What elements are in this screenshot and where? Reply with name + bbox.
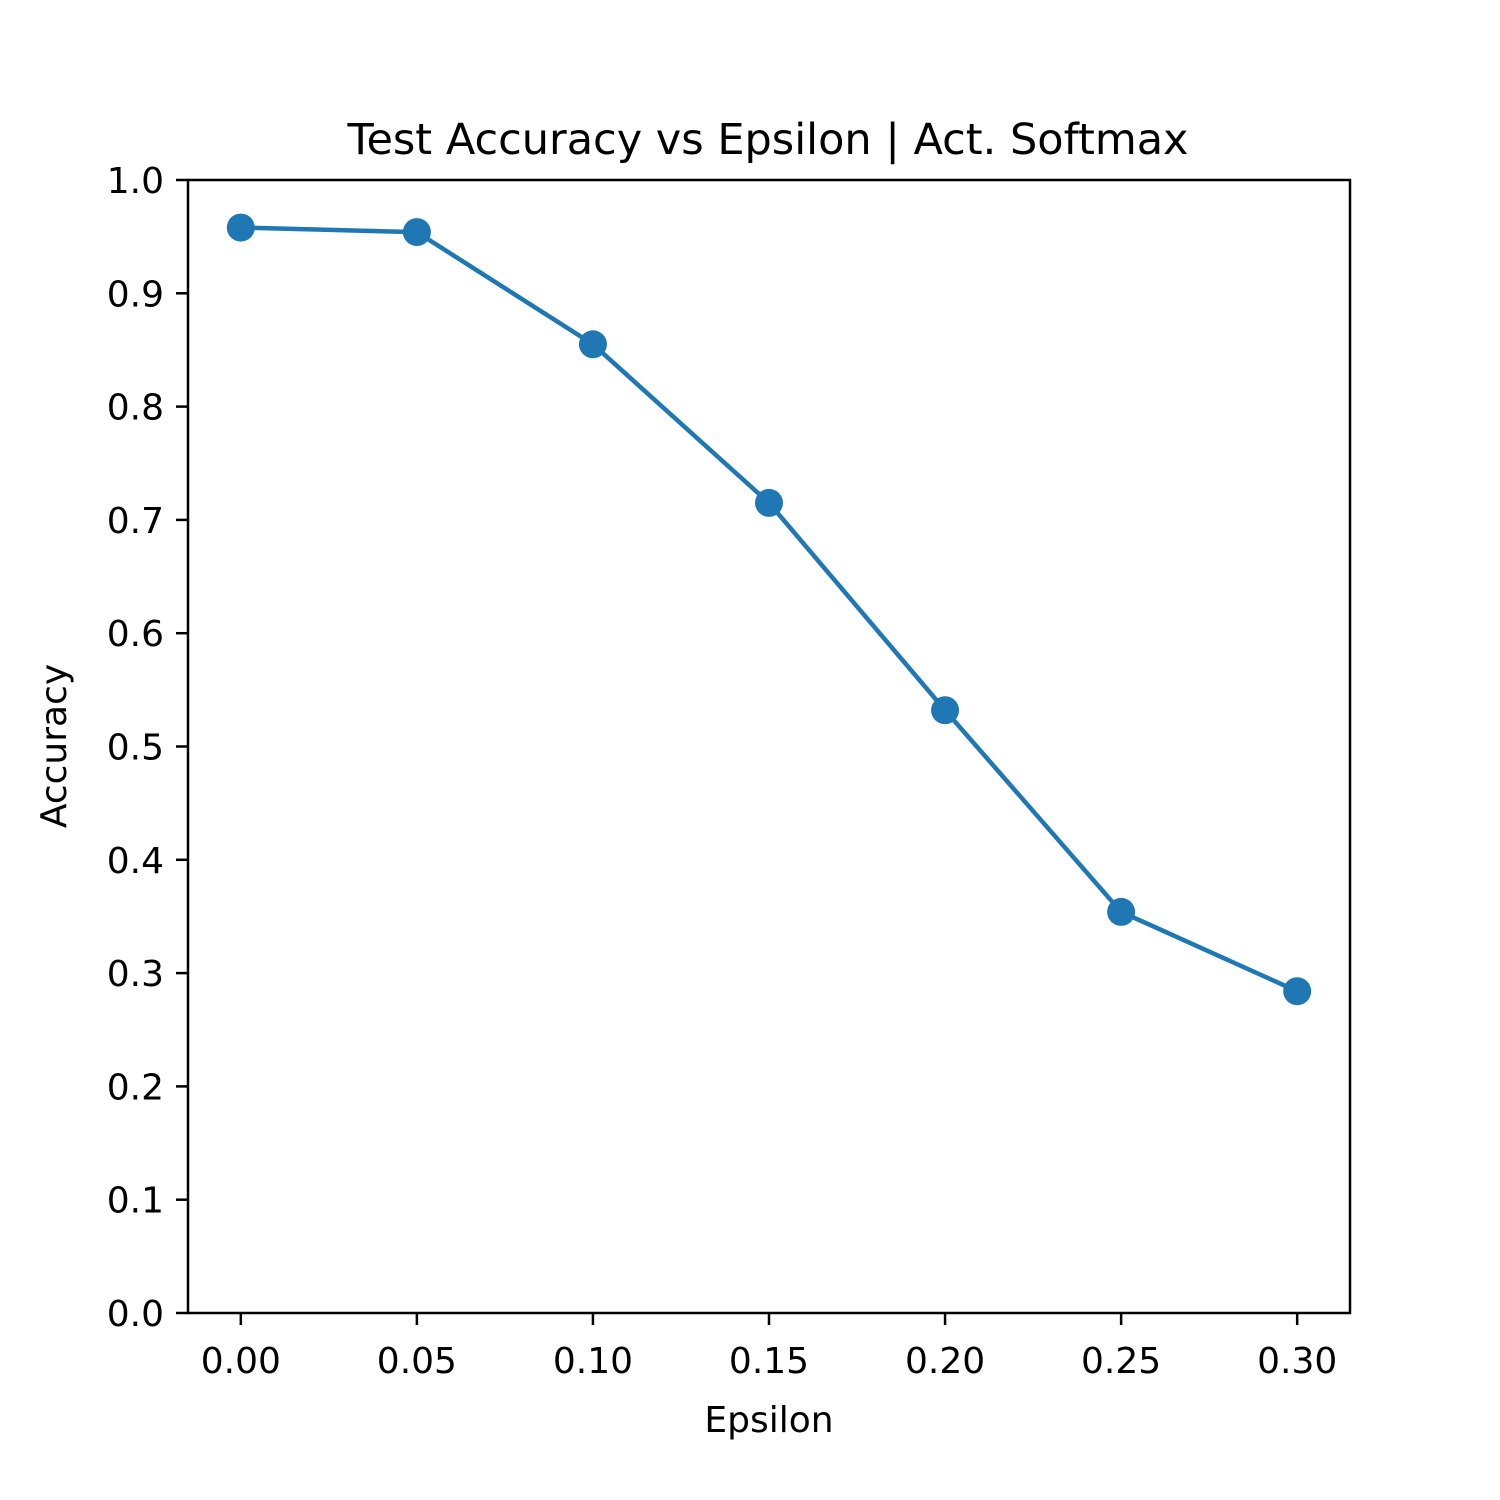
- y-axis-label: Accuracy: [34, 664, 75, 828]
- x-tick-label: 0.25: [1081, 1341, 1161, 1382]
- x-tick-label: 0.10: [553, 1341, 633, 1382]
- data-point: [1283, 977, 1312, 1006]
- data-point: [226, 213, 255, 242]
- x-axis: 0.00 0.05 0.10 0.15 0.20 0.25 0.30: [201, 1313, 1337, 1382]
- x-tick-label: 0.20: [905, 1341, 985, 1382]
- data-point: [931, 696, 960, 725]
- y-tick-label: 1.0: [107, 161, 164, 202]
- data-point: [402, 218, 431, 247]
- x-tick-label: 0.00: [201, 1341, 281, 1382]
- plot-frame: [186, 178, 1352, 1315]
- plot-area: [226, 213, 1312, 1006]
- x-axis-label: Epsilon: [704, 1400, 833, 1441]
- data-point: [755, 488, 783, 517]
- x-tick-label: 0.30: [1257, 1341, 1337, 1382]
- x-tick-label: 0.15: [729, 1341, 809, 1382]
- y-tick-label: 0.8: [107, 388, 164, 429]
- chart-title: Test Accuracy vs Epsilon | Act. Softmax: [346, 115, 1188, 165]
- y-tick-label: 0.6: [107, 614, 164, 655]
- data-point: [1107, 897, 1136, 926]
- y-axis: 0.0 0.1 0.2 0.3 0.4 0.5 0.6 0.7 0.8 0.9 1.0: [107, 161, 188, 1335]
- y-tick-label: 0.9: [107, 274, 164, 315]
- x-tick-label: 0.05: [377, 1341, 457, 1382]
- y-tick-label: 0.7: [107, 501, 164, 542]
- data-point: [578, 330, 607, 359]
- y-tick-label: 0.2: [107, 1067, 164, 1108]
- y-tick-label: 0.5: [107, 728, 164, 769]
- y-tick-label: 0.0: [107, 1294, 164, 1335]
- y-tick-label: 0.3: [107, 954, 164, 995]
- y-tick-label: 0.1: [107, 1181, 164, 1222]
- y-tick-label: 0.4: [107, 841, 164, 882]
